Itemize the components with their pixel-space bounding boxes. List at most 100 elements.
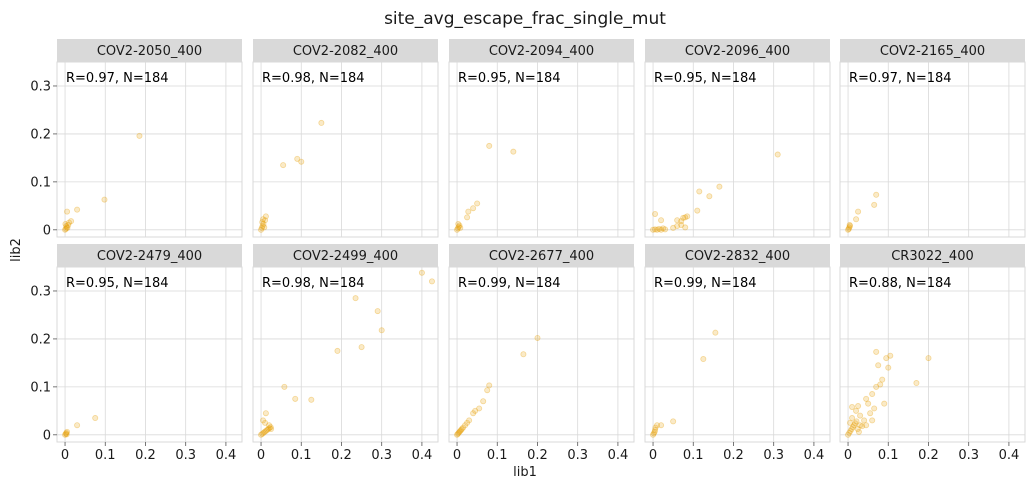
data-point bbox=[260, 221, 267, 228]
data-point bbox=[651, 428, 658, 435]
data-point bbox=[670, 224, 677, 231]
data-point bbox=[455, 429, 462, 436]
facet-strip-label: CR3022_400 bbox=[891, 249, 974, 264]
data-point bbox=[857, 412, 864, 419]
data-point bbox=[660, 225, 667, 232]
data-point bbox=[846, 222, 853, 229]
facet-strip-label: COV2-2479_400 bbox=[97, 249, 202, 264]
data-point bbox=[280, 162, 287, 169]
facet-strip bbox=[57, 39, 242, 62]
facet-strip-label: COV2-2082_400 bbox=[293, 44, 398, 59]
data-point bbox=[851, 422, 858, 429]
data-point bbox=[510, 148, 517, 155]
data-point bbox=[62, 226, 69, 233]
data-point bbox=[871, 201, 878, 208]
data-point bbox=[457, 427, 464, 434]
facet-strip-label: COV2-2165_400 bbox=[880, 44, 985, 59]
data-point bbox=[258, 226, 265, 233]
data-point bbox=[318, 119, 325, 126]
data-point bbox=[854, 426, 861, 433]
x-tick-label: 0 bbox=[61, 448, 69, 463]
data-point bbox=[458, 427, 465, 434]
plot-area bbox=[839, 61, 1026, 238]
facet-panel: COV2-2677_400 0 0.1 0.2 0.3 0.4 R=0.99, N=184 bbox=[448, 244, 635, 463]
x-tick-label: 0.2 bbox=[723, 448, 744, 463]
facet-strip-label: COV2-2832_400 bbox=[685, 249, 790, 264]
y-tick-label: 0.3 bbox=[30, 79, 51, 94]
data-point bbox=[650, 430, 657, 437]
data-point bbox=[845, 226, 852, 233]
data-point bbox=[334, 347, 341, 354]
correlation-annotation: R=0.95, N=184 bbox=[654, 71, 757, 86]
data-point bbox=[652, 210, 659, 217]
data-point bbox=[262, 217, 269, 224]
data-point bbox=[656, 225, 663, 232]
data-point bbox=[456, 428, 463, 435]
facet-panel: COV2-2050_400 0 0.1 0.2 0.3 R=0.97, N=184 bbox=[30, 39, 243, 238]
data-point bbox=[298, 158, 305, 165]
plot-area bbox=[644, 61, 831, 238]
x-tick-label: 0.4 bbox=[412, 448, 433, 463]
data-point bbox=[847, 419, 854, 426]
data-point bbox=[873, 383, 880, 390]
correlation-annotation: R=0.99, N=184 bbox=[654, 276, 757, 291]
data-point bbox=[470, 410, 477, 417]
data-point bbox=[428, 278, 435, 285]
correlation-annotation: R=0.97, N=184 bbox=[66, 71, 169, 86]
data-point bbox=[62, 430, 69, 437]
plot-area bbox=[56, 266, 243, 443]
data-point bbox=[63, 429, 70, 436]
data-point bbox=[292, 395, 299, 402]
plot-area bbox=[839, 266, 1026, 443]
data-point bbox=[871, 405, 878, 412]
facet-strip-label: COV2-2094_400 bbox=[489, 44, 594, 59]
data-point bbox=[849, 403, 856, 410]
data-point bbox=[460, 424, 467, 431]
plot-area bbox=[644, 266, 831, 443]
facet-panel: CR3022_400 0 0.1 0.2 0.3 0.4 R=0.88, N=184 bbox=[839, 244, 1026, 463]
data-point bbox=[352, 295, 359, 302]
correlation-annotation: R=0.95, N=184 bbox=[458, 71, 561, 86]
x-tick-label: 0.4 bbox=[804, 448, 825, 463]
data-point bbox=[875, 362, 882, 369]
data-point bbox=[658, 217, 665, 224]
facet-strip-label: COV2-2050_400 bbox=[97, 44, 202, 59]
x-tick-label: 0.3 bbox=[958, 448, 979, 463]
data-point bbox=[480, 398, 487, 405]
facet-strip-label: COV2-2096_400 bbox=[685, 44, 790, 59]
data-point bbox=[62, 225, 69, 232]
data-point bbox=[913, 380, 920, 387]
data-point bbox=[678, 218, 685, 225]
x-tick-label: 0 bbox=[649, 448, 657, 463]
y-tick-label: 0.3 bbox=[30, 284, 51, 299]
data-point bbox=[869, 391, 876, 398]
data-point bbox=[857, 422, 864, 429]
plot-area bbox=[448, 266, 635, 443]
facet-strip bbox=[253, 39, 438, 62]
data-point bbox=[869, 417, 876, 424]
chart-title: site_avg_escape_frac_single_mut bbox=[384, 9, 666, 29]
plot-area bbox=[252, 61, 439, 238]
data-point bbox=[520, 351, 527, 358]
data-point bbox=[472, 407, 479, 414]
data-point bbox=[64, 224, 71, 231]
facet-strip-label: COV2-2499_400 bbox=[293, 249, 398, 264]
data-point bbox=[682, 214, 689, 221]
data-point bbox=[457, 224, 464, 231]
data-point bbox=[456, 222, 463, 229]
data-point bbox=[853, 216, 860, 223]
data-point bbox=[74, 206, 81, 213]
data-point bbox=[847, 222, 854, 229]
x-tick-label: 0 bbox=[257, 448, 265, 463]
plot-area bbox=[448, 61, 635, 238]
data-point bbox=[855, 208, 862, 215]
correlation-annotation: R=0.95, N=184 bbox=[66, 276, 169, 291]
data-point bbox=[465, 208, 472, 215]
facet-strip bbox=[449, 244, 634, 267]
data-point bbox=[712, 329, 719, 336]
data-point bbox=[64, 208, 71, 215]
data-point bbox=[454, 430, 461, 437]
data-point bbox=[865, 400, 872, 407]
